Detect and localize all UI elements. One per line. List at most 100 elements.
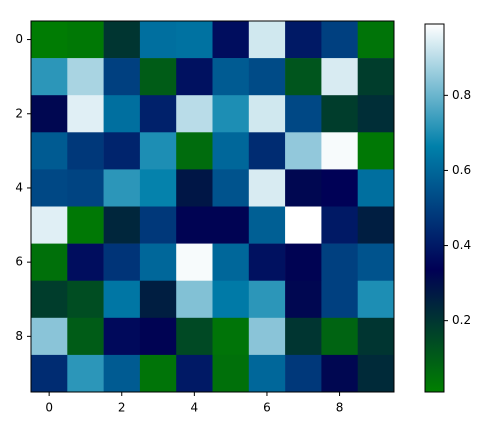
heatmap-cell xyxy=(212,169,250,207)
heatmap-cell xyxy=(67,243,104,281)
heatmap-cell xyxy=(212,206,250,244)
heatmap-cell xyxy=(67,95,104,133)
heatmap-cell xyxy=(248,132,286,170)
heatmap-cell xyxy=(321,95,358,133)
heatmap-cell xyxy=(67,317,104,356)
heatmap-cell xyxy=(139,58,177,96)
heatmap-cell xyxy=(67,280,104,319)
plot-frame xyxy=(30,20,395,393)
heatmap-cell xyxy=(176,21,213,59)
x-tick-label: 2 xyxy=(118,401,126,415)
heatmap-cell xyxy=(248,354,286,393)
y-tick-label: 8 xyxy=(15,329,23,343)
heatmap-cell xyxy=(31,95,68,133)
heatmap-cell xyxy=(212,354,250,393)
colorbar-tick-label: 0.6 xyxy=(452,163,471,177)
heatmap-cell xyxy=(248,243,286,281)
heatmap-cell xyxy=(176,132,213,170)
heatmap-cell xyxy=(212,317,250,356)
heatmap-cell xyxy=(248,95,286,133)
heatmap-cell xyxy=(357,21,395,59)
x-tick-label: 4 xyxy=(191,401,199,415)
heatmap-cell xyxy=(139,354,177,393)
heatmap-cell xyxy=(139,280,177,319)
heatmap-cell xyxy=(285,354,322,393)
heatmap-cell xyxy=(103,317,141,356)
colorbar-tick-label: 0.8 xyxy=(452,88,471,102)
heatmap-cell xyxy=(212,21,250,59)
heatmap-cell xyxy=(176,243,213,281)
heatmap-cell xyxy=(176,58,213,96)
heatmap-cell xyxy=(31,21,68,59)
heatmap-cell xyxy=(357,280,395,319)
heatmap-cell xyxy=(248,169,286,207)
heatmap-cell xyxy=(285,95,322,133)
heatmap-cell xyxy=(248,21,286,59)
heatmap-cell xyxy=(176,206,213,244)
heatmap-cell xyxy=(176,354,213,393)
heatmap-cell xyxy=(248,58,286,96)
heatmap-cell xyxy=(103,243,141,281)
heatmap-cell xyxy=(139,169,177,207)
heatmap-cell xyxy=(67,58,104,96)
heatmap-cell xyxy=(176,317,213,356)
y-tick-label: 4 xyxy=(15,180,23,194)
heatmap-cell xyxy=(176,95,213,133)
heatmap-cell xyxy=(67,206,104,244)
y-tick-label: 6 xyxy=(15,255,23,269)
heatmap-cell xyxy=(212,58,250,96)
heatmap-cell xyxy=(357,243,395,281)
heatmap-cell xyxy=(31,243,68,281)
x-tick-label: 0 xyxy=(45,401,53,415)
heatmap-cell xyxy=(285,206,322,244)
heatmap-cell xyxy=(103,21,141,59)
heatmap-cell xyxy=(321,243,358,281)
heatmap-cell xyxy=(31,169,68,207)
heatmap-cell xyxy=(212,95,250,133)
heatmap-cell xyxy=(31,58,68,96)
heatmap-cell xyxy=(321,354,358,393)
heatmap-cell xyxy=(31,354,68,393)
heatmap-cell xyxy=(285,58,322,96)
colorbar xyxy=(424,23,445,393)
y-tick-label: 0 xyxy=(15,32,23,46)
heatmap-cell xyxy=(248,280,286,319)
heatmap-cell xyxy=(285,243,322,281)
heatmap-cell xyxy=(67,21,104,59)
heatmap-cell xyxy=(103,280,141,319)
heatmap-cell xyxy=(248,317,286,356)
heatmap-cell xyxy=(321,206,358,244)
heatmap-cell xyxy=(248,206,286,244)
heatmap-cell xyxy=(321,21,358,59)
heatmap-cell xyxy=(357,354,395,393)
heatmap-cell xyxy=(212,280,250,319)
colorbar-tick-label: 0.2 xyxy=(452,313,471,327)
heatmap-cell xyxy=(103,95,141,133)
heatmap-cell xyxy=(139,21,177,59)
heatmap-cell xyxy=(285,317,322,356)
heatmap-cell xyxy=(357,169,395,207)
heatmap-cell xyxy=(67,354,104,393)
heatmap-cell xyxy=(321,132,358,170)
heatmap-cell xyxy=(357,95,395,133)
heatmap-cell xyxy=(212,132,250,170)
heatmap-cell xyxy=(139,206,177,244)
heatmap-cell xyxy=(31,132,68,170)
heatmap-cell xyxy=(139,243,177,281)
heatmap-cell xyxy=(103,206,141,244)
colorbar-tick-label: 0.4 xyxy=(452,238,471,252)
heatmap-cell xyxy=(103,169,141,207)
x-tick-label: 6 xyxy=(263,401,271,415)
heatmap-cell xyxy=(176,169,213,207)
heatmap-cell xyxy=(285,21,322,59)
x-tick-label: 8 xyxy=(336,401,344,415)
heatmap-cell xyxy=(321,58,358,96)
heatmap-cell xyxy=(31,317,68,356)
heatmap-cell xyxy=(139,132,177,170)
y-tick-label: 2 xyxy=(15,106,23,120)
heatmap-cell xyxy=(285,280,322,319)
heatmap-cell xyxy=(321,317,358,356)
heatmap-cell xyxy=(357,132,395,170)
heatmap-cell xyxy=(103,58,141,96)
